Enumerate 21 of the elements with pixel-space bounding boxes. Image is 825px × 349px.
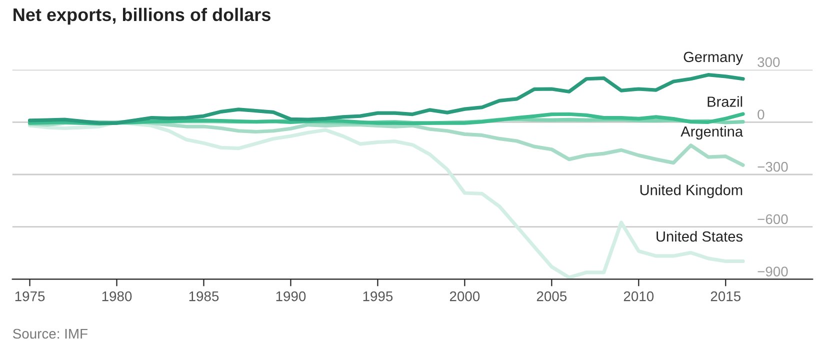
x-tick-label: 1980	[102, 291, 132, 302]
series-label: United Kingdom	[640, 184, 742, 198]
x-tick-label: 2000	[450, 291, 480, 302]
y-tick-label: 0	[758, 110, 764, 120]
y-tick-label: 300	[758, 57, 780, 68]
x-tick-label: 1995	[363, 291, 393, 302]
x-tick-label: 2005	[536, 291, 567, 302]
chart-title: Net exports, billions of dollars	[14, 8, 270, 25]
series-label: Argentina	[680, 126, 744, 140]
x-tick-label: 2010	[624, 291, 654, 302]
x-tick-label: 2015	[710, 291, 741, 302]
series-label: Brazil	[708, 96, 742, 107]
y-tick-label: −900	[758, 266, 788, 276]
series-label: Germany	[684, 52, 744, 65]
x-tick-label: 1975	[15, 291, 45, 302]
y-tick-label: −600	[758, 214, 788, 224]
series-label: United States	[656, 230, 743, 242]
y-tick-label: −300	[758, 162, 788, 172]
x-tick-label: 1985	[189, 291, 219, 302]
x-tick-label: 1990	[276, 291, 306, 302]
source-note: Source: IMF	[13, 328, 88, 339]
